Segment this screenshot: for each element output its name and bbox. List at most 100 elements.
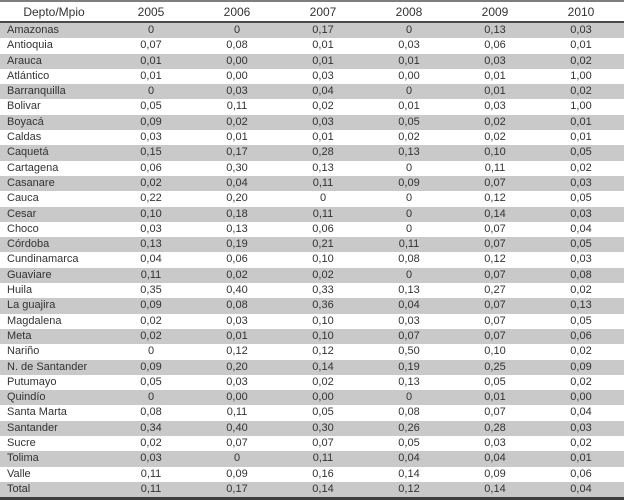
- value-cell: 0,03: [570, 24, 592, 36]
- value-cell: 0,13: [398, 146, 420, 159]
- value-cell: 0,00: [398, 69, 420, 82]
- column-header: 2009: [452, 1, 538, 23]
- value-cell: 0,04: [398, 452, 420, 465]
- value-cell: 0,07: [484, 222, 506, 235]
- value-cell: 0,05: [570, 146, 592, 159]
- value-cell: 0,12: [226, 345, 248, 358]
- value-cell: 0,05: [484, 375, 506, 388]
- table-row: Santander 0,34 0,40 0,30 0,26 0,28 0,03: [0, 420, 624, 437]
- value-cell: 0,14: [398, 467, 420, 480]
- value-cell: 0,08: [140, 406, 162, 419]
- table-row: Antioquia 0,07 0,08 0,01 0,03 0,06 0,01: [0, 38, 624, 54]
- value-cell: 0,00: [226, 69, 248, 82]
- table-row: Choco 0,03 0,13 0,06 0 0,07 0,04: [0, 221, 624, 238]
- value-cell: 0,06: [226, 253, 248, 266]
- row-label: Cundinamarca: [7, 253, 79, 266]
- value-cell: 0,05: [312, 406, 334, 419]
- value-cell: 0,04: [484, 452, 506, 465]
- value-cell: 0,02: [140, 329, 162, 342]
- value-cell: 0,04: [226, 176, 248, 189]
- value-cell: 0,12: [398, 482, 420, 495]
- value-cell: 0,26: [398, 421, 420, 434]
- table-row: Cundinamarca 0,04 0,06 0,10 0,08 0,12 0,03: [0, 252, 624, 268]
- row-label: Valle: [7, 467, 31, 480]
- value-cell: 0,07: [484, 329, 506, 342]
- value-cell: 0,08: [398, 406, 420, 419]
- value-cell: 0,36: [312, 299, 334, 312]
- value-cell: 0,05: [570, 192, 592, 205]
- row-label: Guaviare: [7, 268, 52, 281]
- row-label: Bolivar: [7, 100, 41, 113]
- value-cell: 0,05: [140, 100, 162, 113]
- table-header: Depto/Mpio 2005 2006 2007 2008 2009 2010: [0, 1, 624, 23]
- value-cell: 0,12: [484, 253, 506, 266]
- row-label: Sucre: [7, 437, 36, 450]
- value-cell: 0,33: [312, 284, 334, 297]
- table-row: Bolivar 0,05 0,11 0,02 0,01 0,03 1,00: [0, 99, 624, 115]
- value-cell: 0,03: [140, 131, 162, 144]
- row-label: Córdoba: [7, 238, 50, 251]
- value-cell: 0,03: [226, 85, 248, 98]
- value-cell: 0,10: [140, 207, 162, 220]
- value-cell: 0,02: [484, 115, 506, 128]
- value-cell: 0,04: [312, 85, 334, 98]
- column-header: 2008: [366, 1, 452, 23]
- value-cell: 0,11: [226, 100, 248, 113]
- value-cell: 0,10: [484, 345, 506, 358]
- value-cell: 0,02: [312, 268, 334, 281]
- value-cell: 0,02: [140, 314, 162, 327]
- table-row: Nariño 0 0,12 0,12 0,50 0,10 0,02: [0, 344, 624, 360]
- table-row: Córdoba 0,13 0,19 0,21 0,11 0,07 0,05: [0, 237, 624, 253]
- value-cell: 0: [405, 222, 413, 235]
- value-cell: 0,02: [570, 54, 592, 67]
- value-cell: 0,03: [312, 115, 334, 128]
- value-cell: 0,14: [484, 482, 506, 495]
- value-cell: 0,05: [570, 314, 592, 327]
- row-label: Barranquilla: [7, 85, 66, 98]
- value-cell: 0: [147, 85, 155, 98]
- table-row: La guajira 0,09 0,08 0,36 0,04 0,07 0,13: [0, 298, 624, 314]
- value-cell: 0,01: [140, 69, 162, 82]
- value-cell: 0,02: [484, 131, 506, 144]
- value-cell: 0,27: [484, 284, 506, 297]
- value-cell: 0,16: [312, 467, 334, 480]
- table-row: Cauca 0,22 0,20 0 0 0,12 0,05: [0, 191, 624, 207]
- value-cell: 0,02: [570, 345, 592, 358]
- value-cell: 0,06: [312, 222, 334, 235]
- table-row: Caquetá 0,15 0,17 0,28 0,13 0,10 0,05: [0, 145, 624, 161]
- table-row: Valle 0,11 0,09 0,16 0,14 0,09 0,06: [0, 466, 624, 482]
- value-cell: 0: [405, 24, 413, 36]
- value-cell: 0,35: [140, 284, 162, 297]
- value-cell: 0,02: [570, 437, 592, 450]
- value-cell: 0,03: [570, 176, 592, 189]
- value-cell: 0: [405, 161, 413, 174]
- value-cell: 0,09: [570, 360, 592, 373]
- row-label: Cartagena: [7, 161, 59, 174]
- value-cell: 0,13: [398, 284, 420, 297]
- value-cell: 0,13: [312, 161, 334, 174]
- value-cell: 0,30: [312, 421, 334, 434]
- table-row: Casanare 0,02 0,04 0,11 0,09 0,07 0,03: [0, 175, 624, 192]
- table-row: N. de Santander 0,09 0,20 0,14 0,19 0,25 0,09: [0, 359, 624, 375]
- value-cell: 0,07: [484, 406, 506, 419]
- value-cell: 0,00: [570, 391, 592, 404]
- value-cell: 0,11: [312, 207, 334, 220]
- row-label: N. de Santander: [7, 360, 88, 373]
- table-row: Arauca 0,01 0,00 0,01 0,01 0,03 0,02: [0, 53, 624, 69]
- table-row: Atlántico 0,01 0,00 0,03 0,00 0,01 1,00: [0, 68, 624, 85]
- value-cell: 0,07: [140, 39, 162, 52]
- value-cell: 0,17: [312, 24, 334, 36]
- value-cell: 0: [147, 24, 155, 36]
- value-cell: 0,02: [398, 131, 420, 144]
- table-row: Sucre 0,02 0,07 0,07 0,05 0,03 0,02: [0, 436, 624, 452]
- value-cell: 0,04: [570, 406, 592, 419]
- value-cell: 0,02: [226, 268, 248, 281]
- value-cell: 1,00: [570, 100, 592, 113]
- value-cell: 0,01: [226, 131, 248, 144]
- value-cell: 0,28: [312, 146, 334, 159]
- value-cell: 0,01: [312, 131, 334, 144]
- value-cell: 0,17: [226, 482, 248, 495]
- row-label: Putumayo: [7, 375, 57, 388]
- value-cell: 0,13: [140, 238, 162, 251]
